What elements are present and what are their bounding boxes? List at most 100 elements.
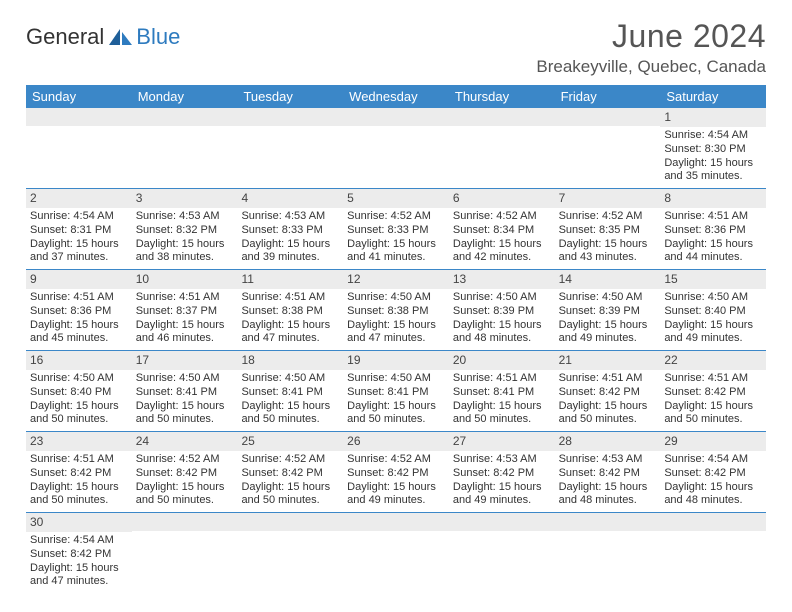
day-cell: 29Sunrise: 4:54 AMSunset: 8:42 PMDayligh… <box>660 432 766 512</box>
sunset-line: Sunset: 8:38 PM <box>241 305 339 319</box>
sunset-line: Sunset: 8:40 PM <box>30 386 128 400</box>
sunset-line: Sunset: 8:35 PM <box>559 224 657 238</box>
day-number: 20 <box>449 351 555 370</box>
day-cell: 12Sunrise: 4:50 AMSunset: 8:38 PMDayligh… <box>343 270 449 350</box>
daylight-line: Daylight: 15 hours and 37 minutes. <box>30 238 128 266</box>
sunrise-line: Sunrise: 4:54 AM <box>30 210 128 224</box>
sunrise-line: Sunrise: 4:52 AM <box>136 453 234 467</box>
sunset-line: Sunset: 8:42 PM <box>241 467 339 481</box>
day-cell: 7Sunrise: 4:52 AMSunset: 8:35 PMDaylight… <box>555 189 661 269</box>
weekday-header-cell: Thursday <box>449 85 555 108</box>
daylight-line: Daylight: 15 hours and 38 minutes. <box>136 238 234 266</box>
weekday-header-cell: Sunday <box>26 85 132 108</box>
day-number: 26 <box>343 432 449 451</box>
sunrise-line: Sunrise: 4:52 AM <box>453 210 551 224</box>
day-number: 7 <box>555 189 661 208</box>
sunrise-line: Sunrise: 4:50 AM <box>136 372 234 386</box>
day-number <box>343 108 449 126</box>
daylight-line: Daylight: 15 hours and 48 minutes. <box>453 319 551 347</box>
sunrise-line: Sunrise: 4:50 AM <box>347 372 445 386</box>
sunrise-line: Sunrise: 4:50 AM <box>559 291 657 305</box>
sunset-line: Sunset: 8:38 PM <box>347 305 445 319</box>
sunrise-line: Sunrise: 4:51 AM <box>30 291 128 305</box>
sunrise-line: Sunrise: 4:53 AM <box>453 453 551 467</box>
daylight-line: Daylight: 15 hours and 50 minutes. <box>241 400 339 428</box>
sunset-line: Sunset: 8:42 PM <box>347 467 445 481</box>
sunrise-line: Sunrise: 4:54 AM <box>664 129 762 143</box>
daylight-line: Daylight: 15 hours and 50 minutes. <box>136 400 234 428</box>
calendar-grid: 1Sunrise: 4:54 AMSunset: 8:30 PMDaylight… <box>26 108 766 593</box>
daylight-line: Daylight: 15 hours and 45 minutes. <box>30 319 128 347</box>
week-row: 9Sunrise: 4:51 AMSunset: 8:36 PMDaylight… <box>26 270 766 351</box>
day-number: 3 <box>132 189 238 208</box>
day-cell: 14Sunrise: 4:50 AMSunset: 8:39 PMDayligh… <box>555 270 661 350</box>
daylight-line: Daylight: 15 hours and 43 minutes. <box>559 238 657 266</box>
day-cell: 5Sunrise: 4:52 AMSunset: 8:33 PMDaylight… <box>343 189 449 269</box>
daylight-line: Daylight: 15 hours and 50 minutes. <box>453 400 551 428</box>
day-cell: 1Sunrise: 4:54 AMSunset: 8:30 PMDaylight… <box>660 108 766 188</box>
empty-cell <box>237 513 343 593</box>
day-number <box>343 513 449 531</box>
empty-cell <box>237 108 343 188</box>
weekday-header-cell: Tuesday <box>237 85 343 108</box>
weekday-header-row: SundayMondayTuesdayWednesdayThursdayFrid… <box>26 85 766 108</box>
day-cell: 19 Sunrise: 4:50 AMSunset: 8:41 PMDayligh… <box>343 351 449 431</box>
day-cell: 8Sunrise: 4:51 AMSunset: 8:36 PMDaylight… <box>660 189 766 269</box>
empty-cell <box>132 108 238 188</box>
empty-cell <box>26 108 132 188</box>
day-number: 12 <box>343 270 449 289</box>
sunset-line: Sunset: 8:36 PM <box>30 305 128 319</box>
day-number: 5 <box>343 189 449 208</box>
sunset-line: Sunset: 8:41 PM <box>241 386 339 400</box>
location: Breakeyville, Quebec, Canada <box>536 57 766 77</box>
sunset-line: Sunset: 8:42 PM <box>30 467 128 481</box>
header: General Blue June 2024 Breakeyville, Que… <box>26 18 766 77</box>
empty-cell <box>343 513 449 593</box>
daylight-line: Daylight: 15 hours and 50 minutes. <box>347 400 445 428</box>
day-number <box>132 513 238 531</box>
sunset-line: Sunset: 8:42 PM <box>664 386 762 400</box>
daylight-line: Daylight: 15 hours and 49 minutes. <box>664 319 762 347</box>
logo-text-2: Blue <box>136 24 180 50</box>
day-number: 24 <box>132 432 238 451</box>
day-number: 9 <box>26 270 132 289</box>
day-number <box>660 513 766 531</box>
sunset-line: Sunset: 8:42 PM <box>559 467 657 481</box>
logo-sail-icon <box>108 27 134 47</box>
week-row: 16Sunrise: 4:50 AMSunset: 8:40 PMDayligh… <box>26 351 766 432</box>
day-number <box>449 513 555 531</box>
day-cell: 27Sunrise: 4:53 AMSunset: 8:42 PMDayligh… <box>449 432 555 512</box>
daylight-line: Daylight: 15 hours and 50 minutes. <box>241 481 339 509</box>
day-number: 10 <box>132 270 238 289</box>
empty-cell <box>449 513 555 593</box>
sunrise-line: Sunrise: 4:52 AM <box>347 453 445 467</box>
day-number: 27 <box>449 432 555 451</box>
weekday-header-cell: Saturday <box>660 85 766 108</box>
empty-cell <box>555 513 661 593</box>
daylight-line: Daylight: 15 hours and 50 minutes. <box>559 400 657 428</box>
week-row: 23Sunrise: 4:51 AMSunset: 8:42 PMDayligh… <box>26 432 766 513</box>
week-row: 1Sunrise: 4:54 AMSunset: 8:30 PMDaylight… <box>26 108 766 189</box>
logo: General Blue <box>26 18 180 50</box>
day-number: 14 <box>555 270 661 289</box>
daylight-line: Daylight: 15 hours and 49 minutes. <box>347 481 445 509</box>
daylight-line: Daylight: 15 hours and 50 minutes. <box>30 481 128 509</box>
day-number: 19 <box>343 351 449 370</box>
day-cell: 13Sunrise: 4:50 AMSunset: 8:39 PMDayligh… <box>449 270 555 350</box>
day-number <box>132 108 238 126</box>
sunset-line: Sunset: 8:37 PM <box>136 305 234 319</box>
sunrise-line: Sunrise: 4:51 AM <box>664 372 762 386</box>
sunrise-line: Sunrise: 4:50 AM <box>347 291 445 305</box>
daylight-line: Daylight: 15 hours and 50 minutes. <box>664 400 762 428</box>
empty-cell <box>660 513 766 593</box>
day-cell: 28Sunrise: 4:53 AMSunset: 8:42 PMDayligh… <box>555 432 661 512</box>
weekday-header-cell: Friday <box>555 85 661 108</box>
daylight-line: Daylight: 15 hours and 46 minutes. <box>136 319 234 347</box>
sunset-line: Sunset: 8:41 PM <box>347 386 445 400</box>
title-block: June 2024 Breakeyville, Quebec, Canada <box>536 18 766 77</box>
sunrise-line: Sunrise: 4:50 AM <box>241 372 339 386</box>
week-row: 2Sunrise: 4:54 AMSunset: 8:31 PMDaylight… <box>26 189 766 270</box>
day-cell: 23Sunrise: 4:51 AMSunset: 8:42 PMDayligh… <box>26 432 132 512</box>
daylight-line: Daylight: 15 hours and 48 minutes. <box>664 481 762 509</box>
sunset-line: Sunset: 8:41 PM <box>136 386 234 400</box>
